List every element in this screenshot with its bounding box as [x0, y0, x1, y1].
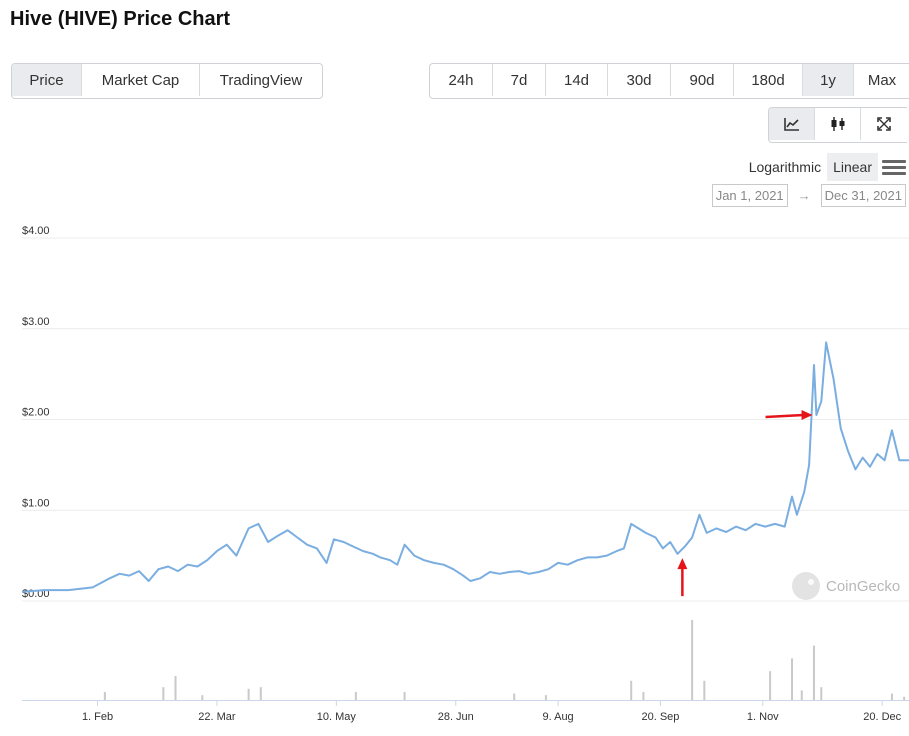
x-tick-label: 10. May	[317, 711, 357, 723]
scale-linear[interactable]: Linear	[827, 153, 878, 181]
date-range: Jan 1, 2021 → Dec 31, 2021	[711, 184, 906, 207]
volume-bar	[201, 695, 204, 700]
price-chart: $0.00$1.00$2.00$3.00$4.00 1. Feb 22. Mar 1…	[21, 225, 909, 723]
range-180d[interactable]: 180d	[734, 64, 803, 96]
line-chart-button[interactable]	[769, 108, 815, 140]
volume-bar	[103, 692, 106, 700]
volume-bar	[642, 692, 645, 700]
range-90d[interactable]: 90d	[671, 64, 734, 96]
x-tick-label: 20. Sep	[641, 711, 679, 723]
tab-price[interactable]: Price	[12, 64, 82, 96]
coingecko-logo-icon	[792, 572, 820, 600]
x-tick-label: 22. Mar	[198, 711, 236, 723]
x-axis-ticks: 1. Feb 22. Mar 10. May 28. Jun 9. Aug 20. Sep…	[82, 700, 902, 723]
grid-lines	[22, 237, 909, 602]
volume-bar	[259, 687, 262, 700]
y-tick-label: $2.00	[22, 407, 50, 419]
volume-bar	[691, 620, 694, 700]
volume-bar	[769, 671, 772, 700]
coingecko-logo-eye	[808, 579, 814, 585]
volume-bar	[247, 688, 250, 700]
volume-bar	[354, 692, 357, 700]
date-range-arrow: →	[797, 188, 811, 203]
volume-bar	[903, 696, 906, 700]
range-14d[interactable]: 14d	[546, 64, 608, 96]
volume-bar	[630, 680, 633, 700]
volume-bar	[800, 690, 803, 700]
range-24h[interactable]: 24h	[430, 64, 493, 96]
view-tabs: Price Market Cap TradingView	[11, 63, 323, 99]
date-from-input[interactable]: Jan 1, 2021	[711, 184, 788, 207]
volume-bar	[812, 645, 815, 700]
price-series	[21, 341, 909, 593]
line-chart-icon	[783, 118, 799, 131]
y-axis-ticks: $0.00$1.00$2.00$3.00$4.00	[22, 225, 50, 600]
y-tick-label: $3.00	[22, 316, 50, 328]
date-to-input[interactable]: Dec 31, 2021	[820, 184, 906, 207]
x-tick-label: 1. Nov	[747, 711, 779, 723]
candlestick-button[interactable]	[815, 108, 861, 140]
scale-toggle: Logarithmic Linear	[743, 153, 909, 181]
annotation-arrow-right-head	[801, 409, 813, 420]
range-1y[interactable]: 1y	[803, 64, 854, 96]
coingecko-watermark-text: CoinGecko	[826, 578, 900, 595]
volume-bar	[513, 693, 516, 700]
fullscreen-button[interactable]	[861, 108, 907, 140]
range-tabs: 24h 7d 14d 30d 90d 180d 1y Max	[429, 63, 909, 99]
range-7d[interactable]: 7d	[493, 64, 546, 96]
annotation-arrow-right-shaft	[765, 413, 804, 419]
x-tick-label: 1. Feb	[82, 711, 113, 723]
volume-bar	[544, 695, 547, 700]
coingecko-watermark: CoinGecko	[792, 572, 900, 600]
volume-bar	[703, 680, 706, 700]
page-title: Hive (HIVE) Price Chart	[10, 8, 231, 30]
range-30d[interactable]: 30d	[608, 64, 671, 96]
y-tick-label: $4.00	[22, 225, 50, 237]
fullscreen-icon	[877, 117, 891, 131]
volume-bar	[174, 676, 177, 700]
range-max[interactable]: Max	[867, 71, 897, 89]
annotation-arrows	[677, 409, 813, 597]
annotation-arrow-up-head	[677, 558, 688, 570]
x-tick-label: 20. Dec	[863, 711, 901, 723]
x-tick-label: 9. Aug	[542, 711, 573, 723]
volume-bar	[820, 687, 823, 700]
y-tick-label: $1.00	[22, 497, 50, 509]
tab-tradingview[interactable]: TradingView	[219, 71, 303, 89]
x-tick-label: 28. Jun	[438, 711, 474, 723]
volume-bar	[890, 693, 893, 700]
tab-market-cap[interactable]: Market Cap	[82, 64, 200, 96]
price-line	[21, 341, 909, 593]
candlestick-icon	[831, 117, 844, 131]
hamburger-menu-icon[interactable]	[882, 159, 906, 175]
volume-bar	[403, 692, 406, 700]
volume-bar	[791, 658, 794, 700]
volume-bars	[22, 620, 909, 701]
volume-bar	[162, 687, 165, 700]
chart-type-buttons	[768, 107, 907, 143]
scale-logarithmic[interactable]: Logarithmic	[748, 159, 822, 175]
